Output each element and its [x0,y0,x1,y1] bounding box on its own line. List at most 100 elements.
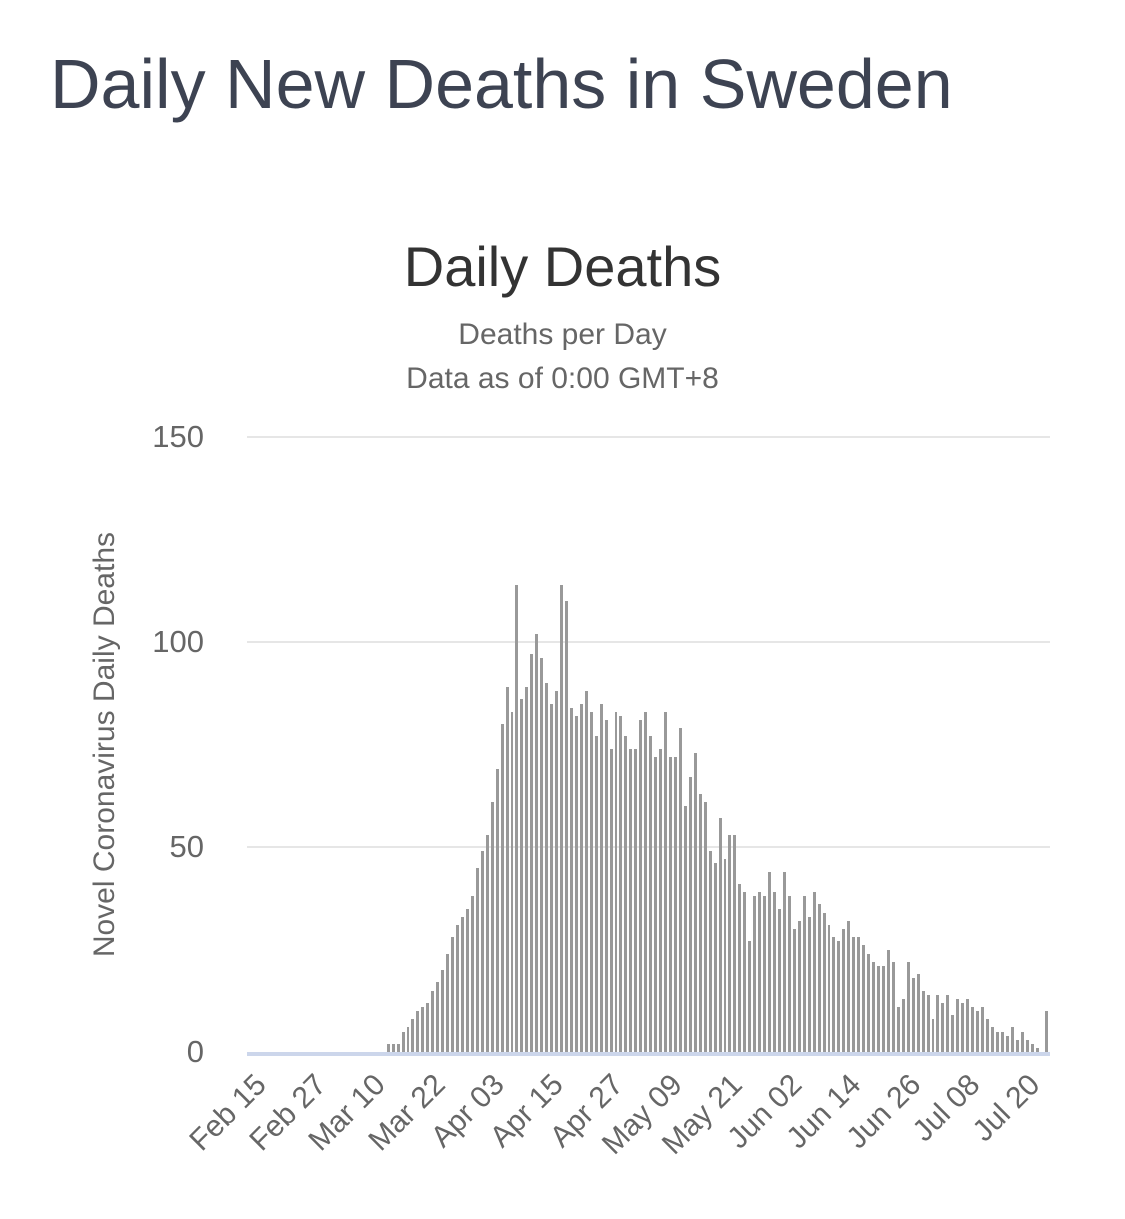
bar[interactable] [485,834,489,1052]
bar[interactable] [406,1027,410,1052]
bar[interactable] [847,920,851,1052]
bar[interactable] [777,908,781,1052]
bar[interactable] [441,970,445,1052]
bar[interactable] [728,834,732,1052]
bar[interactable] [733,834,737,1052]
bar[interactable] [812,892,816,1052]
bar[interactable] [669,756,672,1052]
bar[interactable] [411,1019,415,1052]
bar[interactable] [743,892,747,1052]
bar[interactable] [787,896,791,1052]
bar[interactable] [817,904,821,1052]
bar[interactable] [857,937,861,1052]
bar[interactable] [966,998,970,1052]
bar[interactable] [753,896,757,1052]
bar[interactable] [832,937,836,1052]
bar[interactable] [1045,1011,1049,1052]
bar[interactable] [1020,1031,1024,1052]
bar[interactable] [768,871,772,1052]
bar[interactable] [688,777,692,1052]
bar[interactable] [426,1002,430,1052]
bar[interactable] [594,736,598,1052]
bar[interactable] [396,1043,400,1052]
bar[interactable] [584,691,588,1052]
bar[interactable] [480,851,484,1052]
bar[interactable] [619,715,623,1052]
bar[interactable] [738,883,742,1052]
bar[interactable] [446,953,450,1052]
bar[interactable] [852,937,856,1052]
bar[interactable] [877,965,880,1052]
bar[interactable] [911,978,915,1052]
bar[interactable] [1000,1031,1004,1052]
bar[interactable] [946,994,950,1052]
bar[interactable] [708,851,712,1052]
bar[interactable] [916,974,920,1052]
bar[interactable] [475,867,479,1052]
bar[interactable] [401,1031,405,1052]
bar[interactable] [961,1002,965,1052]
bar[interactable] [921,990,925,1052]
bar[interactable] [560,584,563,1052]
bar[interactable] [1005,1035,1009,1052]
bar[interactable] [926,994,930,1052]
bar[interactable] [639,719,643,1052]
bar[interactable] [971,1006,975,1052]
bar[interactable] [604,719,608,1052]
bar[interactable] [505,687,509,1052]
bar[interactable] [896,1006,900,1052]
bar[interactable] [624,736,628,1052]
bar[interactable] [1010,1027,1014,1052]
bar[interactable] [1025,1039,1029,1052]
bar[interactable] [891,961,895,1052]
bar[interactable] [490,801,494,1052]
bar[interactable] [649,736,653,1052]
bar[interactable] [773,892,776,1052]
bar[interactable] [951,1015,955,1052]
bar[interactable] [421,1006,425,1052]
bar[interactable] [565,601,568,1052]
bar[interactable] [986,1019,989,1052]
bar[interactable] [386,1043,390,1052]
bar[interactable] [629,748,633,1052]
bar[interactable] [673,756,677,1052]
bar[interactable] [599,703,603,1052]
bar[interactable] [644,711,648,1052]
bar[interactable] [525,687,529,1052]
bar[interactable] [693,752,697,1052]
bar[interactable] [1030,1043,1034,1052]
bar[interactable] [634,748,638,1052]
bar[interactable] [500,724,504,1052]
bar[interactable] [941,1002,945,1052]
bar[interactable] [906,961,910,1052]
bar[interactable] [510,711,514,1052]
bar[interactable] [589,711,593,1052]
bar[interactable] [827,924,831,1052]
bar[interactable] [936,994,940,1052]
bar[interactable] [807,916,811,1052]
bar[interactable] [609,748,613,1052]
bar[interactable] [882,965,885,1052]
bar[interactable] [748,941,752,1052]
bar[interactable] [470,896,474,1052]
bar[interactable] [763,896,767,1052]
bar[interactable] [797,920,801,1052]
bar[interactable] [579,703,583,1052]
bar[interactable] [723,859,727,1052]
bar[interactable] [416,1011,420,1052]
bar[interactable] [535,633,539,1052]
bar[interactable] [683,806,687,1052]
bar[interactable] [664,711,668,1052]
bar[interactable] [545,683,549,1052]
bar[interactable] [431,990,435,1052]
bar[interactable] [574,715,578,1052]
bar[interactable] [451,937,455,1052]
bar[interactable] [867,953,871,1052]
bar[interactable] [555,691,559,1052]
bar[interactable] [678,728,682,1052]
bar[interactable] [520,699,524,1052]
bar[interactable] [782,871,786,1052]
bar[interactable] [718,818,722,1052]
bar[interactable] [530,654,534,1052]
bar[interactable] [976,1011,980,1052]
